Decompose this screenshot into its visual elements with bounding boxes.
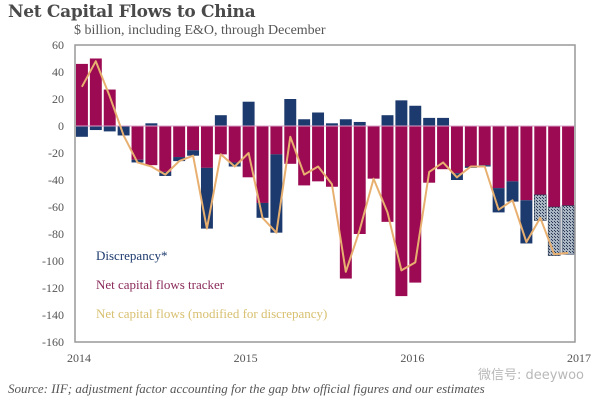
source-note: Source: IIF; adjustment factor accountin… [8, 381, 485, 396]
discrepancy-bar [506, 181, 519, 202]
discrepancy-bar [437, 117, 450, 126]
discrepancy-bar [492, 188, 505, 213]
tracker-bar [270, 126, 283, 155]
discrepancy-bar-estimate [547, 206, 561, 256]
x-axis-ticks: 2014 2015 2016 2017 [67, 351, 591, 365]
y-tick-label: -140 [42, 308, 64, 322]
plot-frame [74, 44, 576, 343]
discrepancy-bar [256, 202, 269, 218]
discrepancy-bar [173, 157, 186, 162]
discrepancy-bar [187, 150, 200, 156]
chart-subtitle: $ billion, including E&O, through Decemb… [74, 23, 326, 38]
discrepancy-bar [339, 119, 352, 126]
discrepancy-bar [423, 117, 436, 126]
discrepancy-bar [325, 123, 338, 126]
tracker-bar [200, 126, 213, 168]
tracker-bar [353, 126, 366, 234]
discrepancy-bar [353, 121, 366, 126]
discrepancy-bar [214, 115, 227, 126]
y-tick-label: -20 [48, 146, 64, 160]
x-tick-label: 2016 [400, 351, 424, 365]
y-tick-label: -100 [42, 254, 64, 268]
y-tick-label: -60 [48, 200, 64, 214]
tracker-bar [478, 126, 491, 166]
discrepancy-bar-estimate [534, 194, 547, 221]
chart-title: Net Capital Flows to China [8, 2, 256, 22]
discrepancy-bar [381, 115, 394, 126]
tracker-bar [187, 126, 200, 151]
x-tick-label: 2014 [67, 351, 91, 365]
tracker-bar [409, 126, 422, 283]
tracker-bar [75, 63, 88, 126]
y-tick-label: 60 [52, 38, 64, 52]
tracker-bar [131, 126, 144, 160]
y-tick-label: -160 [42, 335, 64, 349]
discrepancy-bar [284, 99, 297, 126]
discrepancy-bar [145, 123, 158, 126]
y-tick-label: -80 [48, 227, 64, 241]
line-layer [81, 60, 569, 273]
y-tick-label: -40 [48, 173, 64, 187]
x-tick-label: 2017 [567, 351, 591, 365]
tracker-bar [89, 58, 102, 126]
tracker-bar [242, 126, 255, 178]
tracker-bar [534, 126, 547, 195]
y-tick-label: 20 [52, 92, 64, 106]
tracker-bar [506, 126, 519, 182]
tracker-bar [298, 126, 311, 186]
tracker-bar [562, 126, 575, 206]
legend-item: Net capital flows tracker [96, 277, 225, 292]
net-flows-modified-line [81, 60, 569, 273]
tracker-bar [145, 126, 158, 166]
discrepancy-bar [312, 112, 325, 126]
tracker-bar [339, 126, 352, 279]
tracker-bar [103, 89, 116, 126]
tracker-bar [381, 126, 394, 222]
tracker-bar [325, 126, 338, 187]
y-tick-label: 40 [52, 65, 64, 79]
discrepancy-bar [103, 126, 116, 132]
legend-item: Discrepancy* [96, 248, 167, 263]
tracker-bar [395, 126, 408, 297]
discrepancy-bar [520, 200, 533, 244]
watermark: 微信号: deeywoo [478, 368, 584, 383]
discrepancy-bar [409, 105, 422, 126]
tracker-bar [437, 126, 450, 170]
y-axis-ticks: 60 40 20 0 -20 -40 -60 -80 -100 -120 -140 -160 [42, 38, 64, 349]
x-tick-label: 2015 [234, 351, 258, 365]
discrepancy-bar [242, 101, 255, 126]
tracker-bar [159, 126, 172, 172]
discrepancy-bar [89, 126, 102, 131]
discrepancy-bar [75, 126, 88, 137]
tracker-bar [312, 126, 325, 182]
tracker-bar [423, 126, 436, 183]
tracker-bar [367, 126, 380, 179]
tracker-bar [214, 126, 227, 155]
y-tick-label: -120 [42, 281, 64, 295]
discrepancy-bar [270, 154, 283, 233]
discrepancy-bar [200, 167, 213, 229]
tracker-bar [520, 126, 533, 201]
tracker-bar [228, 126, 241, 163]
discrepancy-bar [228, 162, 241, 167]
discrepancy-bar [117, 126, 130, 136]
tracker-bar [450, 126, 463, 174]
tracker-bar [256, 126, 269, 203]
tracker-bar [548, 126, 561, 207]
tracker-bar [464, 126, 477, 167]
discrepancy-bar [298, 119, 311, 126]
tracker-bar [492, 126, 505, 189]
legend: Discrepancy* Net capital flows tracker Net… [96, 248, 327, 321]
discrepancy-bar [395, 100, 408, 126]
tracker-bar [284, 126, 297, 164]
legend-item: Net capital flows (modified for discrepa… [96, 306, 327, 321]
discrepancy-bar-estimate [561, 205, 575, 255]
y-tick-label: 0 [58, 119, 64, 133]
tracker-bar [173, 126, 186, 158]
